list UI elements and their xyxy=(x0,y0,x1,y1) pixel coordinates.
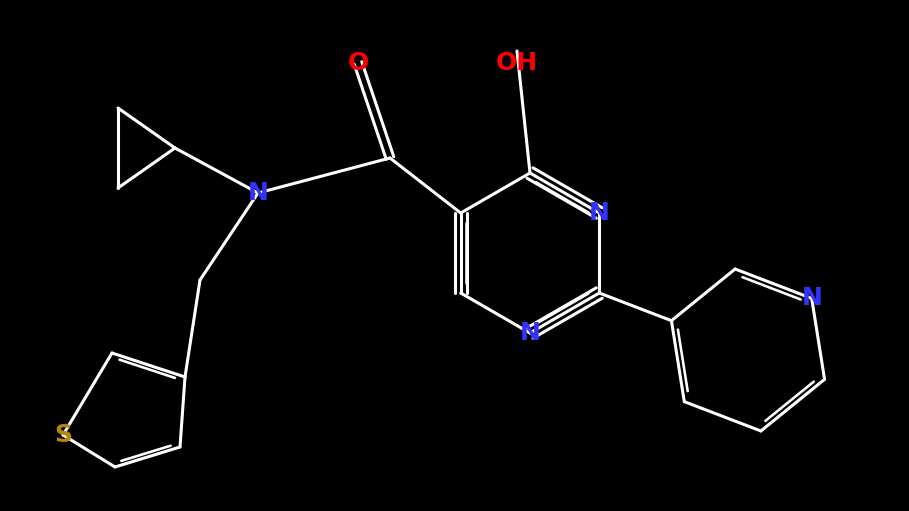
Text: N: N xyxy=(801,286,822,310)
Text: O: O xyxy=(347,51,369,75)
Text: N: N xyxy=(589,201,610,225)
Text: N: N xyxy=(520,321,541,345)
Text: N: N xyxy=(247,181,268,205)
Text: OH: OH xyxy=(496,51,538,75)
Text: S: S xyxy=(54,423,72,447)
